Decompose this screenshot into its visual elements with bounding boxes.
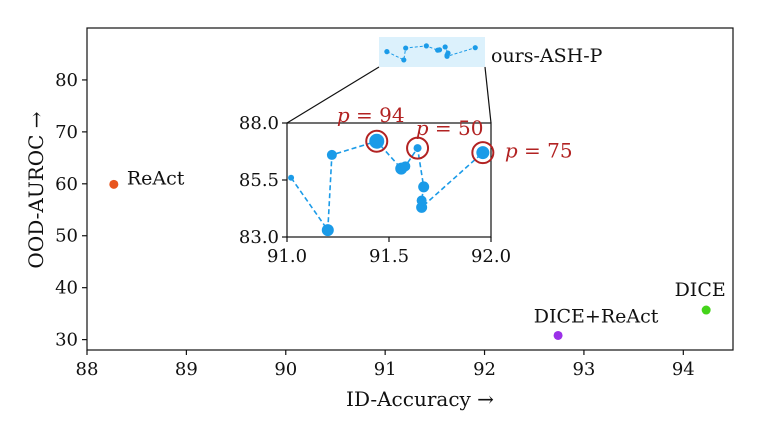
inset-series-point [418,181,430,193]
inset-series-point [416,195,427,206]
p-annotation-symbol: p [337,103,350,127]
inset-y-tick-label: 85.5 [239,170,279,191]
mini-series-point [445,50,451,56]
mini-series-point [423,43,429,49]
x-tick-label: 88 [76,359,99,380]
x-tick-label: 94 [672,359,695,380]
zoom-connector-left [286,66,380,124]
inset-y-tick-label: 88.0 [239,113,279,134]
point-dice [701,305,711,315]
inset-series-point [400,161,411,172]
mini-series-point [436,47,443,53]
highlight-ring [365,129,389,153]
point-react [109,179,119,189]
x-tick-label: 89 [175,359,198,380]
mini-series-point [442,44,448,50]
p-annotation-value: = 50 [429,116,484,140]
y-tick-label: 30 [55,330,78,351]
highlight-ring [406,136,430,160]
mini-series-point [401,57,407,63]
y-tick-label: 50 [55,226,78,247]
inset-y-tick-label: 83.0 [239,227,279,248]
y-tick-label: 60 [55,174,78,195]
inset-frame [286,122,492,238]
x-tick-label: 91 [374,359,397,380]
series-label: ours-ASH-P [491,45,603,67]
inset-series-point [413,144,422,153]
point-label: DICE+ReAct [534,305,659,327]
y-axis-label: OOD-AUROC → [24,111,48,268]
p-annotation-symbol: p [505,139,518,163]
p-annotation: p = 50 [416,116,484,140]
point-label: DICE [675,279,726,301]
p-annotation-symbol: p [416,116,429,140]
p-annotation-value: = 75 [518,139,573,163]
mini-series-point [403,45,409,51]
inset-series-point [326,149,337,160]
inset-series-point [369,133,385,149]
inset-series-point [321,224,334,237]
point-dice-react [553,330,563,340]
inset-series-point [288,174,295,181]
p-annotation: p = 75 [505,139,573,163]
point-label: ReAct [127,167,185,189]
inset-x-tick-label: 91.5 [369,246,409,267]
y-tick-label: 70 [55,122,78,143]
inset-x-tick-label: 91.0 [267,246,307,267]
plot-frame [86,27,734,351]
zoom-connector-right [484,66,492,124]
inset-x-tick-label: 92.0 [471,246,511,267]
y-tick-label: 80 [55,70,78,91]
x-axis-label: ID-Accuracy → [346,387,494,411]
inset-series-point [476,146,490,160]
mini-series-point [384,49,390,55]
zoom-highlight [379,37,485,67]
x-tick-label: 92 [473,359,496,380]
x-tick-label: 93 [572,359,595,380]
p-annotation-value: = 94 [350,103,405,127]
x-tick-label: 90 [274,359,297,380]
mini-series-point [472,45,478,51]
highlight-ring [471,141,495,165]
p-annotation: p = 94 [337,103,405,127]
y-tick-label: 40 [55,278,78,299]
